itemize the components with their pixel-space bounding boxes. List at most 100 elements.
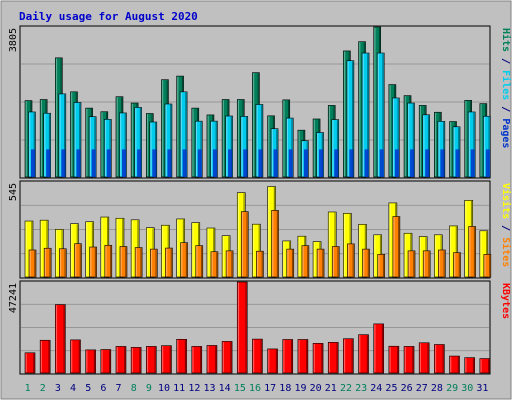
x-tick-label: 21: [325, 383, 337, 394]
x-tick-label: 27: [416, 383, 428, 394]
series-legend-label: Hits / Files / Pages: [500, 28, 512, 148]
pages-bar: [410, 149, 415, 177]
kbytes-bar: [176, 338, 187, 374]
kbytes-bar: [403, 346, 415, 374]
kbytes-bar: [191, 346, 203, 374]
x-tick-label: 8: [131, 383, 137, 394]
x-tick-label: 24: [370, 383, 382, 394]
pages-bar: [121, 149, 126, 177]
pages-bar: [288, 149, 293, 177]
sites-bar: [301, 245, 310, 278]
kbytes-bar: [282, 339, 294, 374]
pages-bar: [106, 149, 111, 177]
sites-bar: [422, 250, 431, 278]
kbytes-bar: [373, 323, 385, 374]
x-tick-label: 20: [310, 383, 322, 394]
pages-bar: [319, 149, 324, 177]
kbytes-bar: [39, 339, 51, 374]
sites-bar: [149, 248, 158, 278]
x-tick-label: 3: [55, 383, 61, 394]
sites-bar: [316, 248, 325, 278]
y-max-label: 3805: [8, 28, 19, 52]
pages-bar: [167, 149, 172, 177]
legend-files: Files: [500, 70, 512, 100]
sites-bar: [134, 247, 143, 278]
kbytes-bar: [221, 341, 233, 374]
x-tick-label: 12: [188, 383, 200, 394]
x-tick-label: 18: [279, 383, 291, 394]
pages-bar: [61, 149, 66, 177]
series-legend-label: Visits / Sites: [500, 183, 512, 267]
kbytes-bar: [130, 347, 142, 374]
x-tick-label: 28: [431, 383, 443, 394]
kbytes-bar: [85, 349, 96, 374]
pages-bar: [440, 149, 445, 177]
pages-bar: [303, 149, 308, 177]
pages-bar: [379, 149, 384, 177]
sites-bar: [392, 216, 401, 278]
kbytes-bar: [115, 346, 127, 374]
pages-bar: [349, 149, 354, 177]
sites-bar: [180, 242, 188, 278]
sites-bar: [89, 246, 97, 278]
kbytes-bar: [145, 346, 157, 374]
pages-bar: [212, 149, 217, 177]
sites-bar: [347, 243, 355, 278]
y-max-label: 545: [8, 183, 19, 201]
sites-bar: [377, 254, 386, 278]
pages-bar: [197, 149, 202, 177]
x-tick-label: 25: [385, 383, 397, 394]
sites-bar: [104, 244, 113, 278]
x-tick-label: 31: [476, 383, 488, 394]
sites-bar: [362, 248, 370, 278]
sites-bar: [225, 250, 234, 278]
pages-bar: [31, 149, 35, 177]
kbytes-bar: [479, 358, 491, 374]
sites-bar: [286, 248, 295, 278]
kbytes-bar: [252, 338, 263, 374]
pages-bar: [334, 149, 339, 177]
x-tick-label: 1: [25, 383, 31, 394]
pages-bar: [394, 149, 399, 177]
kbytes-bar: [418, 342, 430, 374]
pages-bar: [425, 149, 430, 177]
chart-panels: 3805 Hits / Files / Pages 545 Visits / Site…: [8, 25, 512, 394]
x-tick-label: 11: [173, 383, 185, 394]
x-tick-label: 10: [158, 383, 170, 394]
sites-bar: [331, 246, 340, 278]
kbytes-bar: [449, 355, 460, 374]
pages-bar: [76, 149, 81, 177]
legend-hits: Hits: [500, 28, 512, 52]
kbytes-bar: [327, 342, 339, 374]
x-tick-label: 16: [249, 383, 261, 394]
pages-bar: [182, 149, 187, 177]
kbytes-bar: [55, 304, 66, 374]
pages-bar: [46, 149, 51, 177]
pages-bar: [470, 149, 475, 177]
pages-bar: [228, 149, 233, 177]
x-tick-label: 19: [294, 383, 306, 394]
y-max-label: 47241: [8, 283, 19, 313]
pages-bar: [273, 149, 278, 177]
pages-bar: [364, 149, 369, 177]
kbytes-bar: [267, 348, 278, 374]
legend-sites: Sites: [500, 237, 512, 267]
kbytes-bar: [343, 338, 354, 374]
sites-bar: [468, 226, 476, 278]
sites-bar: [271, 210, 279, 278]
kbytes-bar: [206, 345, 218, 374]
kbytes-bar: [358, 334, 369, 374]
sites-bar: [407, 250, 416, 278]
kbytes-bar: [312, 343, 324, 374]
kbytes-bar: [297, 339, 309, 374]
x-tick-label: 9: [146, 383, 152, 394]
x-tick-label: 15: [234, 383, 246, 394]
series-legend-label: KBytes: [500, 283, 511, 319]
sites-bar: [438, 249, 446, 278]
legend-pages: Pages: [500, 118, 511, 148]
x-tick-label: 26: [401, 383, 413, 394]
x-tick-label: 30: [461, 383, 473, 394]
kbytes-bar: [70, 339, 81, 374]
sites-bar: [43, 247, 52, 278]
